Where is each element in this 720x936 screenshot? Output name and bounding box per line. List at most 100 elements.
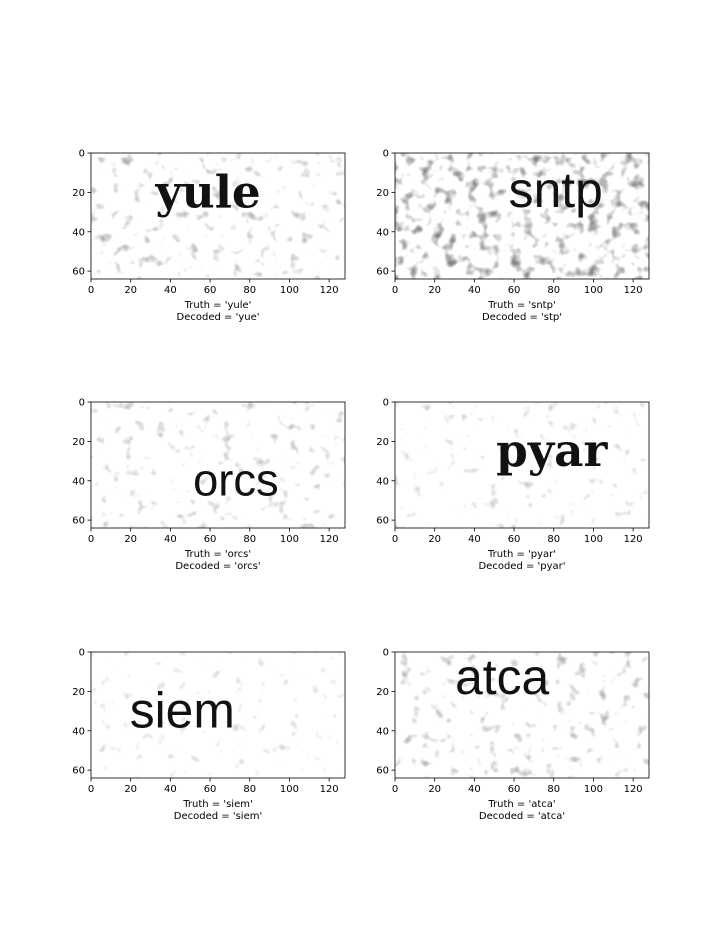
rendered-word: siem (130, 682, 235, 738)
x-tick-label: 100 (584, 534, 603, 545)
y-tick-label: 60 (376, 516, 389, 527)
x-tick-label: 120 (624, 534, 643, 545)
x-tick-label: 100 (280, 534, 299, 545)
x-tick-label: 80 (243, 534, 256, 545)
x-tick-label: 0 (88, 784, 94, 795)
truth-label: Truth = 'siem' (182, 799, 252, 810)
x-tick-label: 100 (584, 784, 603, 795)
image-noise (91, 153, 345, 279)
y-tick-label: 40 (72, 726, 85, 737)
y-tick-label: 20 (72, 188, 85, 199)
subplot-orcs: orcs 0 20 40 60 80 100 120 0 20 40 60 Truth = 'orcs'… (72, 398, 346, 572)
axes-frame (394, 401, 650, 529)
y-tick-label: 0 (79, 149, 85, 160)
y-tick-label: 60 (72, 766, 85, 777)
x-tick-label: 80 (547, 784, 560, 795)
subplot-sntp: sntp 0 20 40 60 80 100 120 0 20 40 60 Truth = 'sntp'… (376, 149, 650, 323)
y-tick-label: 60 (376, 267, 389, 278)
y-tick-label: 60 (72, 516, 85, 527)
x-tick-label: 20 (124, 784, 137, 795)
x-tick-label: 100 (280, 285, 299, 296)
decoded-label: Decoded = 'siem' (174, 811, 262, 822)
subplot-atca: atca 0 20 40 60 80 100 120 0 20 40 60 Truth = 'atca'… (376, 648, 650, 822)
x-tick-label: 80 (243, 285, 256, 296)
rendered-word: orcs (193, 455, 279, 506)
decoded-label: Decoded = 'atca' (479, 811, 565, 822)
x-tick-label: 20 (124, 534, 137, 545)
y-tick-label: 20 (72, 687, 85, 698)
x-tick-label: 40 (164, 534, 177, 545)
y-tick-label: 20 (72, 437, 85, 448)
truth-label: Truth = 'pyar' (487, 549, 556, 560)
image-noise (395, 652, 649, 778)
axes-frame (394, 152, 650, 280)
x-tick-label: 60 (204, 285, 217, 296)
y-tick-label: 40 (376, 476, 389, 487)
x-tick-label: 20 (124, 285, 137, 296)
x-tick-label: 100 (280, 784, 299, 795)
y-tick-label: 40 (72, 227, 85, 238)
image-noise (395, 153, 649, 279)
y-tick-label: 60 (376, 766, 389, 777)
truth-label: Truth = 'orcs' (184, 549, 251, 560)
x-tick-label: 80 (243, 784, 256, 795)
x-tick-label: 60 (508, 534, 521, 545)
x-tick-label: 60 (204, 534, 217, 545)
y-tick-label: 0 (383, 648, 389, 659)
decoded-label: Decoded = 'orcs' (175, 561, 260, 572)
y-tick-label: 60 (72, 267, 85, 278)
x-tick-label: 40 (468, 285, 481, 296)
x-tick-label: 40 (468, 784, 481, 795)
subplot-yule: yule 0 20 40 60 80 100 120 0 20 40 60 Truth = 'yule'… (72, 149, 346, 323)
y-tick-label: 0 (79, 648, 85, 659)
rendered-word: yule (154, 164, 260, 218)
x-tick-label: 0 (88, 285, 94, 296)
x-tick-label: 0 (88, 534, 94, 545)
axes-frame (90, 651, 346, 779)
y-tick-label: 0 (79, 398, 85, 409)
x-tick-label: 40 (468, 534, 481, 545)
truth-label: Truth = 'sntp' (487, 300, 555, 311)
x-tick-label: 120 (320, 784, 339, 795)
x-tick-label: 120 (624, 285, 643, 296)
x-tick-label: 120 (624, 784, 643, 795)
x-tick-label: 40 (164, 784, 177, 795)
y-tick-label: 40 (376, 726, 389, 737)
x-tick-label: 0 (392, 784, 398, 795)
x-tick-label: 80 (547, 534, 560, 545)
rendered-word: pyar (496, 423, 608, 477)
x-tick-label: 40 (164, 285, 177, 296)
x-tick-label: 60 (508, 285, 521, 296)
rendered-word: atca (455, 649, 549, 705)
axes-frame (394, 651, 650, 779)
x-tick-label: 20 (428, 534, 441, 545)
x-tick-label: 0 (392, 285, 398, 296)
subplot-siem: siem 0 20 40 60 80 100 120 0 20 40 60 Truth = 'siem'… (72, 648, 346, 822)
truth-label: Truth = 'yule' (184, 300, 252, 311)
x-tick-label: 80 (547, 285, 560, 296)
x-tick-label: 120 (320, 285, 339, 296)
decoded-label: Decoded = 'yue' (177, 312, 260, 323)
y-tick-label: 20 (376, 687, 389, 698)
x-tick-label: 60 (204, 784, 217, 795)
x-tick-label: 20 (428, 784, 441, 795)
x-tick-label: 60 (508, 784, 521, 795)
x-tick-label: 0 (392, 534, 398, 545)
subplot-pyar: pyar 0 20 40 60 80 100 120 0 20 40 60 Truth = 'pyar'… (376, 398, 650, 572)
x-tick-label: 20 (428, 285, 441, 296)
image-noise (91, 652, 345, 778)
y-tick-label: 0 (383, 398, 389, 409)
y-tick-label: 20 (376, 437, 389, 448)
image-noise (395, 402, 649, 528)
y-tick-label: 20 (376, 188, 389, 199)
image-noise (91, 402, 345, 528)
y-tick-label: 0 (383, 149, 389, 160)
y-tick-label: 40 (376, 227, 389, 238)
decoded-label: Decoded = 'pyar' (478, 561, 565, 572)
x-tick-label: 100 (584, 285, 603, 296)
y-tick-label: 40 (72, 476, 85, 487)
decoded-label: Decoded = 'stp' (482, 312, 562, 323)
axes-frame (90, 401, 346, 529)
truth-label: Truth = 'atca' (487, 799, 555, 810)
